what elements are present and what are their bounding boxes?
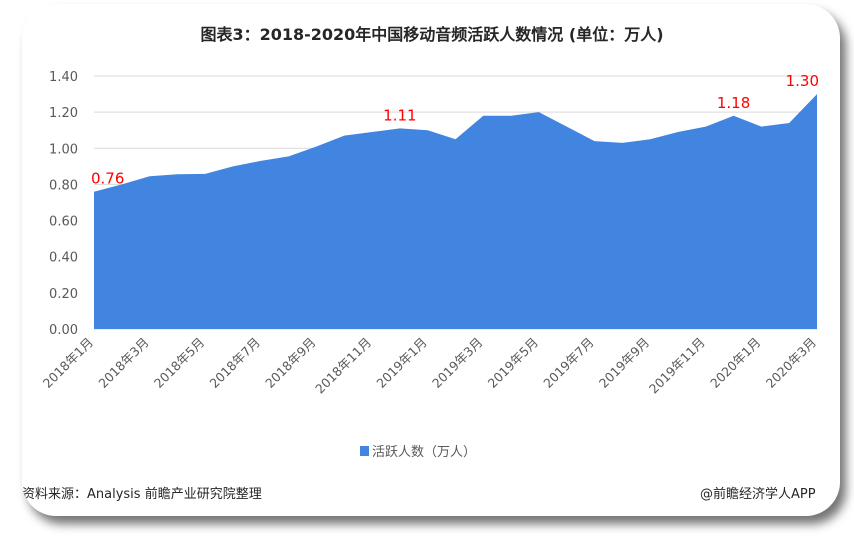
x-tick-label: 2020年1月 (707, 335, 763, 391)
chart-card: 图表3：2018-2020年中国移动音频活跃人数情况 (单位：万人) 0.00 0… (22, 4, 840, 516)
x-tick-label: 2019年5月 (485, 335, 541, 391)
data-label: 1.18 (717, 94, 750, 112)
y-tick-label: 0.00 (49, 323, 78, 338)
credit-note: @前瞻经济学人APP (700, 486, 816, 502)
data-label: 1.11 (383, 106, 416, 124)
x-tick-label: 2019年1月 (373, 335, 429, 391)
x-tick-label: 2018年5月 (151, 335, 207, 391)
y-tick-label: 0.60 (49, 215, 78, 230)
area-chart: 图表3：2018-2020年中国移动音频活跃人数情况 (单位：万人) 0.00 0… (22, 25, 819, 502)
x-tick-label: 2019年9月 (596, 335, 652, 391)
x-tick-label: 2019年7月 (540, 335, 596, 391)
x-tick-label: 2019年11月 (646, 335, 708, 397)
source-note: 资料来源：Analysis 前瞻产业研究院整理 (22, 486, 262, 502)
data-label: 1.30 (786, 72, 819, 90)
x-tick-label: 2020年3月 (763, 335, 819, 391)
x-tick-label: 2018年1月 (40, 335, 96, 391)
y-tick-label: 0.20 (49, 287, 78, 302)
legend: 活跃人数（万人） (360, 445, 476, 460)
x-tick-label: 2018年7月 (207, 335, 263, 391)
x-tick-label: 2018年3月 (95, 335, 151, 391)
y-tick-label: 1.00 (49, 142, 78, 157)
legend-swatch (360, 446, 369, 456)
x-tick-label: 2019年3月 (429, 335, 485, 391)
y-tick-label: 1.20 (49, 106, 78, 121)
area-series (94, 94, 817, 329)
x-tick-label: 2018年11月 (312, 335, 374, 397)
data-label: 0.76 (91, 170, 124, 188)
x-tick-label: 2018年9月 (262, 335, 318, 391)
legend-label: 活跃人数（万人） (372, 445, 476, 460)
y-tick-label: 1.40 (49, 70, 78, 85)
y-tick-label: 0.40 (49, 251, 78, 266)
chart-title: 图表3：2018-2020年中国移动音频活跃人数情况 (单位：万人) (200, 25, 663, 44)
y-tick-label: 0.80 (49, 178, 78, 193)
